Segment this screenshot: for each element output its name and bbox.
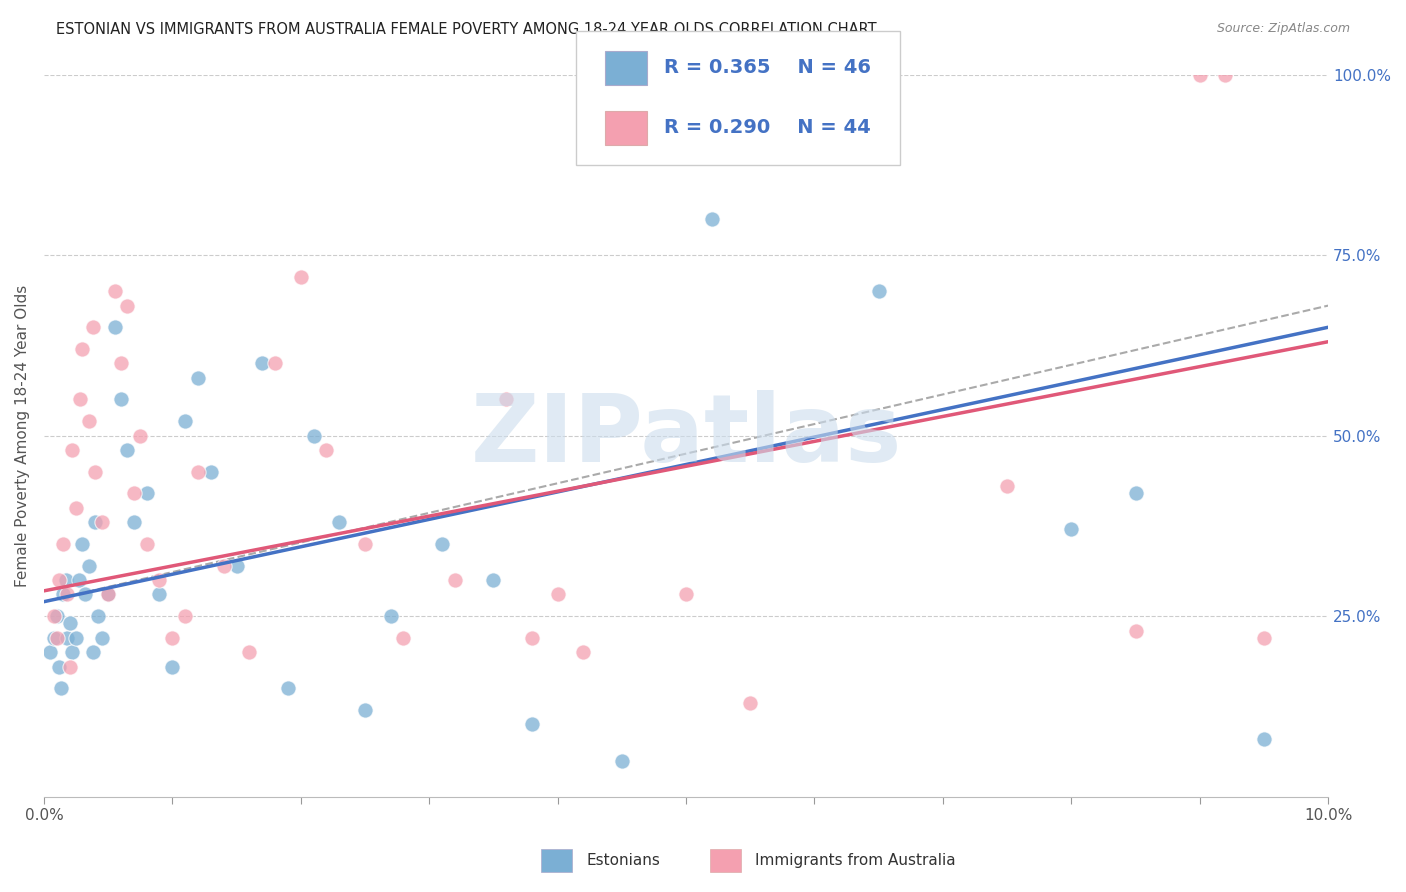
Point xyxy=(82,645,104,659)
Point xyxy=(72,537,94,551)
Point xyxy=(1253,731,1275,746)
Point xyxy=(73,587,96,601)
Point xyxy=(84,465,107,479)
Point xyxy=(302,428,325,442)
Point xyxy=(44,631,66,645)
Point xyxy=(520,631,543,645)
Point xyxy=(65,500,87,515)
Point xyxy=(187,371,209,385)
Point xyxy=(148,573,170,587)
Point xyxy=(1125,486,1147,500)
Text: Estonians: Estonians xyxy=(586,854,661,868)
Point xyxy=(187,465,209,479)
Point xyxy=(60,443,83,458)
Point xyxy=(82,320,104,334)
Point xyxy=(56,587,79,601)
Point xyxy=(72,342,94,356)
Point xyxy=(264,356,287,370)
Point xyxy=(354,537,377,551)
Point xyxy=(52,587,75,601)
Point xyxy=(87,609,110,624)
Point xyxy=(135,486,157,500)
Point xyxy=(52,537,75,551)
Point xyxy=(200,465,222,479)
Point xyxy=(354,703,377,717)
Point xyxy=(1125,624,1147,638)
Point xyxy=(162,631,184,645)
Point xyxy=(103,320,125,334)
Point xyxy=(117,443,139,458)
Point xyxy=(44,609,66,624)
Point xyxy=(84,515,107,529)
Point xyxy=(572,645,595,659)
Point xyxy=(103,284,125,298)
Point xyxy=(67,573,90,587)
Text: Immigrants from Australia: Immigrants from Australia xyxy=(755,854,956,868)
Point xyxy=(65,631,87,645)
Text: R = 0.290    N = 44: R = 0.290 N = 44 xyxy=(664,118,870,137)
Point xyxy=(430,537,453,551)
Point xyxy=(135,537,157,551)
Point xyxy=(290,269,312,284)
Point xyxy=(225,558,247,573)
Point xyxy=(39,645,62,659)
Point xyxy=(77,558,100,573)
Point xyxy=(162,659,184,673)
Text: Source: ZipAtlas.com: Source: ZipAtlas.com xyxy=(1216,22,1350,36)
Point xyxy=(868,284,890,298)
Point xyxy=(45,609,67,624)
Point xyxy=(90,631,112,645)
Point xyxy=(45,631,67,645)
Point xyxy=(48,659,70,673)
Point xyxy=(1188,68,1211,82)
Point xyxy=(520,717,543,731)
Point xyxy=(97,587,120,601)
Point xyxy=(69,392,91,407)
Point xyxy=(48,573,70,587)
Point xyxy=(444,573,467,587)
Point xyxy=(238,645,260,659)
Point xyxy=(482,573,505,587)
Point xyxy=(1253,631,1275,645)
Point xyxy=(547,587,569,601)
Point xyxy=(174,414,197,428)
Point xyxy=(277,681,299,696)
Point xyxy=(110,392,132,407)
Point xyxy=(995,479,1018,493)
Text: ZIPatlas: ZIPatlas xyxy=(471,390,901,482)
Text: R = 0.365    N = 46: R = 0.365 N = 46 xyxy=(664,58,870,78)
Point xyxy=(122,486,145,500)
Point xyxy=(1215,68,1237,82)
Point xyxy=(212,558,235,573)
Point xyxy=(315,443,337,458)
Point xyxy=(392,631,415,645)
Point xyxy=(77,414,100,428)
Point xyxy=(117,299,139,313)
Point xyxy=(122,515,145,529)
Point xyxy=(740,696,762,710)
Point xyxy=(675,587,697,601)
Point xyxy=(97,587,120,601)
Text: ESTONIAN VS IMMIGRANTS FROM AUSTRALIA FEMALE POVERTY AMONG 18-24 YEAR OLDS CORRE: ESTONIAN VS IMMIGRANTS FROM AUSTRALIA FE… xyxy=(56,22,877,37)
Point xyxy=(60,645,83,659)
Point xyxy=(610,754,633,768)
Point xyxy=(58,616,80,631)
Point xyxy=(90,515,112,529)
Point xyxy=(700,211,723,226)
Point xyxy=(495,392,517,407)
Y-axis label: Female Poverty Among 18-24 Year Olds: Female Poverty Among 18-24 Year Olds xyxy=(15,285,30,587)
Point xyxy=(250,356,273,370)
Point xyxy=(328,515,350,529)
Point xyxy=(49,681,72,696)
Point xyxy=(129,428,152,442)
Point xyxy=(58,659,80,673)
Point xyxy=(380,609,402,624)
Point xyxy=(55,573,77,587)
Point xyxy=(174,609,197,624)
Point xyxy=(110,356,132,370)
Point xyxy=(148,587,170,601)
Point xyxy=(56,631,79,645)
Point xyxy=(1060,523,1083,537)
